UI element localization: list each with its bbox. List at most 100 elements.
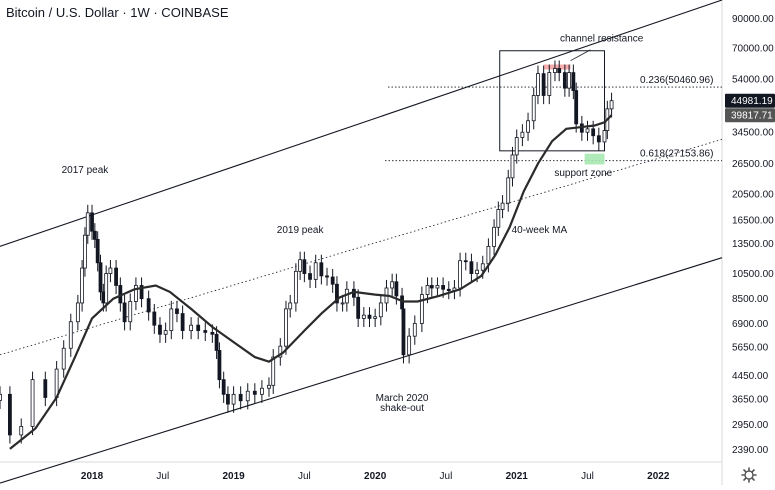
candle-body (596, 135, 601, 143)
candle-body (319, 262, 324, 277)
candle-body (98, 262, 103, 293)
candle-body (90, 212, 94, 232)
candle-body (429, 285, 434, 289)
candle-body (390, 281, 395, 289)
candle-body (492, 226, 496, 247)
candle-body (114, 267, 118, 286)
y-tick-label: 20500.00 (732, 190, 774, 201)
candle-body (567, 72, 572, 89)
candle-body (293, 270, 298, 304)
candle-body (80, 267, 85, 304)
candle-body (469, 261, 474, 274)
candle-body (378, 302, 383, 318)
candle-body (547, 72, 552, 96)
candle-body (562, 72, 567, 89)
candle-body (8, 393, 12, 436)
y-tick-label: 6900.00 (732, 319, 769, 330)
candle-body (75, 302, 80, 323)
channel-mid-line (0, 138, 723, 356)
candle-body (189, 324, 194, 331)
candle-body (330, 276, 335, 285)
candle-body (163, 330, 168, 335)
candle-body (308, 273, 312, 280)
settings-button[interactable] (741, 467, 757, 483)
y-tick-label: 26500.00 (732, 159, 774, 170)
channel-upper-line (0, 0, 723, 247)
candle-body (169, 308, 174, 331)
annotation-label: March 2020 (376, 393, 429, 404)
ma-line (9, 114, 613, 450)
candle-body (412, 323, 417, 337)
candle-body (302, 259, 307, 274)
y-tick-label: 16500.00 (732, 215, 774, 226)
candle-body (373, 316, 378, 319)
y-tick-label: 2390.00 (732, 445, 769, 456)
candle-body (260, 387, 264, 395)
y-tick-label: 5650.00 (732, 343, 769, 354)
candle-body (221, 379, 226, 395)
candle-body (486, 245, 491, 265)
candle-body (571, 72, 576, 91)
candle-body (367, 314, 372, 319)
candle-body (30, 379, 35, 427)
candle-body (61, 347, 66, 370)
candle-body (340, 302, 345, 305)
candle-body (520, 131, 525, 138)
support-zone (584, 153, 605, 165)
x-tick-label: Jul (298, 471, 311, 482)
candle-body (441, 285, 446, 290)
annotation-label: 2019 peak (277, 225, 325, 236)
candle-body (245, 390, 250, 402)
candle-body (458, 260, 462, 289)
price-tag (725, 93, 775, 108)
candle-body (146, 298, 151, 313)
candle-body (95, 238, 100, 264)
candle-body (214, 333, 219, 351)
candle-body (526, 120, 530, 133)
candle-body (496, 209, 501, 228)
candle-body (68, 321, 73, 349)
candle-body (122, 302, 127, 323)
price-tag-label: 39817.71 (731, 111, 773, 122)
y-tick-label: 54000.00 (732, 75, 774, 86)
candle-body (267, 384, 271, 389)
x-tick-label: 2022 (647, 471, 670, 482)
candle-body (531, 95, 536, 122)
candle-body (475, 269, 479, 274)
chart-title: Bitcoin / U.S. Dollar · 1W · COINBASE (6, 5, 229, 20)
candle-body (419, 294, 424, 324)
candle-body (217, 350, 222, 381)
candle-body (480, 263, 485, 271)
candle-body (401, 308, 406, 356)
price-tag (725, 108, 775, 123)
candle-body (252, 390, 257, 395)
consolidation-box (499, 50, 605, 152)
candle-body (128, 301, 133, 323)
candle-body (158, 324, 162, 335)
annotation-label: 40-week MA (512, 225, 568, 236)
annotation-label: 2017 peak (62, 165, 110, 176)
y-tick-label: 10500.00 (732, 269, 774, 280)
candle-body (85, 212, 90, 236)
candle-body (288, 302, 293, 310)
candle-body (500, 202, 505, 210)
candle-body (313, 262, 318, 280)
x-tick-label: Jul (581, 471, 594, 482)
candle-body (425, 285, 430, 295)
candle-body (557, 68, 562, 73)
candle-body (226, 393, 230, 405)
gear-icon (741, 467, 757, 483)
annotation-label: channel resistance (560, 34, 644, 45)
candle-body (541, 73, 546, 96)
candle-body (175, 308, 179, 314)
y-tick-label: 70000.00 (732, 44, 774, 55)
candle-body (278, 345, 283, 358)
candle-body (591, 128, 596, 137)
candle-body (602, 130, 607, 143)
y-tick-label: 34500.00 (732, 128, 774, 139)
candle-body (514, 137, 519, 156)
candle-body (238, 393, 243, 402)
candle-body (139, 285, 144, 300)
candle-body (609, 100, 614, 110)
